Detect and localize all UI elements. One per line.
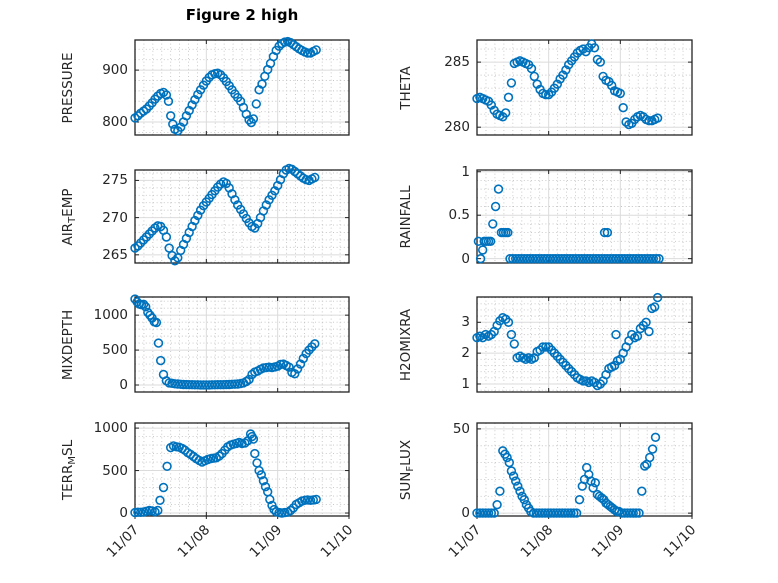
data-points xyxy=(472,432,661,518)
minor-grid xyxy=(135,170,349,263)
ytick-label-air-temp: 270 xyxy=(102,209,128,226)
xtick-label: 11/08 xyxy=(174,522,214,561)
ytick-label-terr-msl: 0 xyxy=(119,505,128,522)
subplot-pressure xyxy=(130,36,350,136)
xtick-label: 11/10 xyxy=(317,522,357,561)
ylabel-text: PRESSURE xyxy=(60,52,76,123)
data-points xyxy=(472,292,663,391)
data-points xyxy=(130,163,320,266)
ytick-label-terr-msl: 1000 xyxy=(93,420,128,437)
tick-marks xyxy=(476,170,693,263)
major-grid xyxy=(477,423,692,516)
ylabel-text: EMP xyxy=(60,187,76,217)
ytick-label-rainfall: 1 xyxy=(461,163,470,180)
tick-marks xyxy=(476,40,693,135)
plot-box xyxy=(134,169,350,264)
subplot-theta xyxy=(472,39,693,136)
subplot-sun-flux xyxy=(472,422,693,519)
xtick-label: 11/10 xyxy=(660,522,700,561)
xtick-label: 11/09 xyxy=(246,522,285,561)
ytick-label-mixdepth: 1000 xyxy=(93,307,128,324)
data-points xyxy=(472,39,663,130)
ytick-label-h2omixra: 3 xyxy=(461,314,470,331)
subplot-rainfall xyxy=(473,169,693,264)
tick-marks xyxy=(476,297,693,392)
ytick-label-h2omixra: 1 xyxy=(461,375,470,392)
plot-box xyxy=(134,296,350,393)
minor-grid xyxy=(135,297,349,393)
ylabel-sun-flux: SUNFLUX xyxy=(397,370,416,570)
ylabel-text: LUX xyxy=(398,439,414,466)
plot-box xyxy=(134,422,350,517)
major-grid xyxy=(477,170,692,263)
ytick-label-h2omixra: 2 xyxy=(461,345,470,362)
ytick-label-air-temp: 275 xyxy=(102,172,128,189)
plot-box xyxy=(476,422,693,517)
ytick-label-pressure: 800 xyxy=(102,114,128,131)
ylabel-text: SL xyxy=(60,439,76,456)
plot-box xyxy=(476,296,693,393)
xtick-label: 11/07 xyxy=(445,522,485,561)
ylabel-terr-msl: TERRMSL xyxy=(59,370,78,570)
ylabel-subscript: F xyxy=(405,465,416,472)
minor-grid xyxy=(477,297,692,392)
figure-title: Figure 2 high xyxy=(185,6,299,24)
data-points xyxy=(130,36,321,136)
ylabel-text: TERR xyxy=(60,464,76,500)
ytick-label-mixdepth: 500 xyxy=(102,342,128,359)
minor-grid xyxy=(477,170,692,263)
ylabel-text: THETA xyxy=(398,65,414,110)
ytick-label-terr-msl: 500 xyxy=(102,462,128,479)
data-points xyxy=(130,294,320,390)
ylabel-text: SUN xyxy=(398,471,414,500)
ylabel-subscript: M xyxy=(67,455,78,465)
ylabel-text: RAINFALL xyxy=(398,185,414,248)
major-grid xyxy=(135,423,349,516)
ytick-label-pressure: 900 xyxy=(102,62,128,79)
ytick-label-theta: 285 xyxy=(444,54,470,71)
tick-marks xyxy=(134,170,350,263)
xtick-label: 11/09 xyxy=(588,522,628,561)
ytick-label-theta: 280 xyxy=(444,119,470,136)
ytick-label-rainfall: 0.5 xyxy=(448,207,470,224)
ylabel-text: AIR xyxy=(60,222,76,246)
xtick-label: 11/07 xyxy=(103,522,143,561)
xtick-label: 11/08 xyxy=(517,522,556,561)
ytick-label-sun-flux: 0 xyxy=(461,505,470,522)
subplot-air-temp xyxy=(130,163,350,266)
data-points xyxy=(473,184,664,264)
plot-box xyxy=(134,39,350,136)
subplot-terr-msl xyxy=(130,422,350,519)
ytick-label-sun-flux: 50 xyxy=(452,420,470,437)
ytick-label-mixdepth: 0 xyxy=(119,377,128,393)
major-grid xyxy=(135,170,349,263)
ytick-label-air-temp: 265 xyxy=(102,246,128,263)
plot-box xyxy=(476,169,693,264)
subplot-mixdepth xyxy=(130,294,350,393)
ytick-label-rainfall: 0 xyxy=(461,250,470,267)
data-points xyxy=(130,429,321,518)
subplot-h2omixra xyxy=(472,292,693,393)
ylabel-subscript: T xyxy=(67,216,78,223)
plot-box xyxy=(476,39,693,136)
